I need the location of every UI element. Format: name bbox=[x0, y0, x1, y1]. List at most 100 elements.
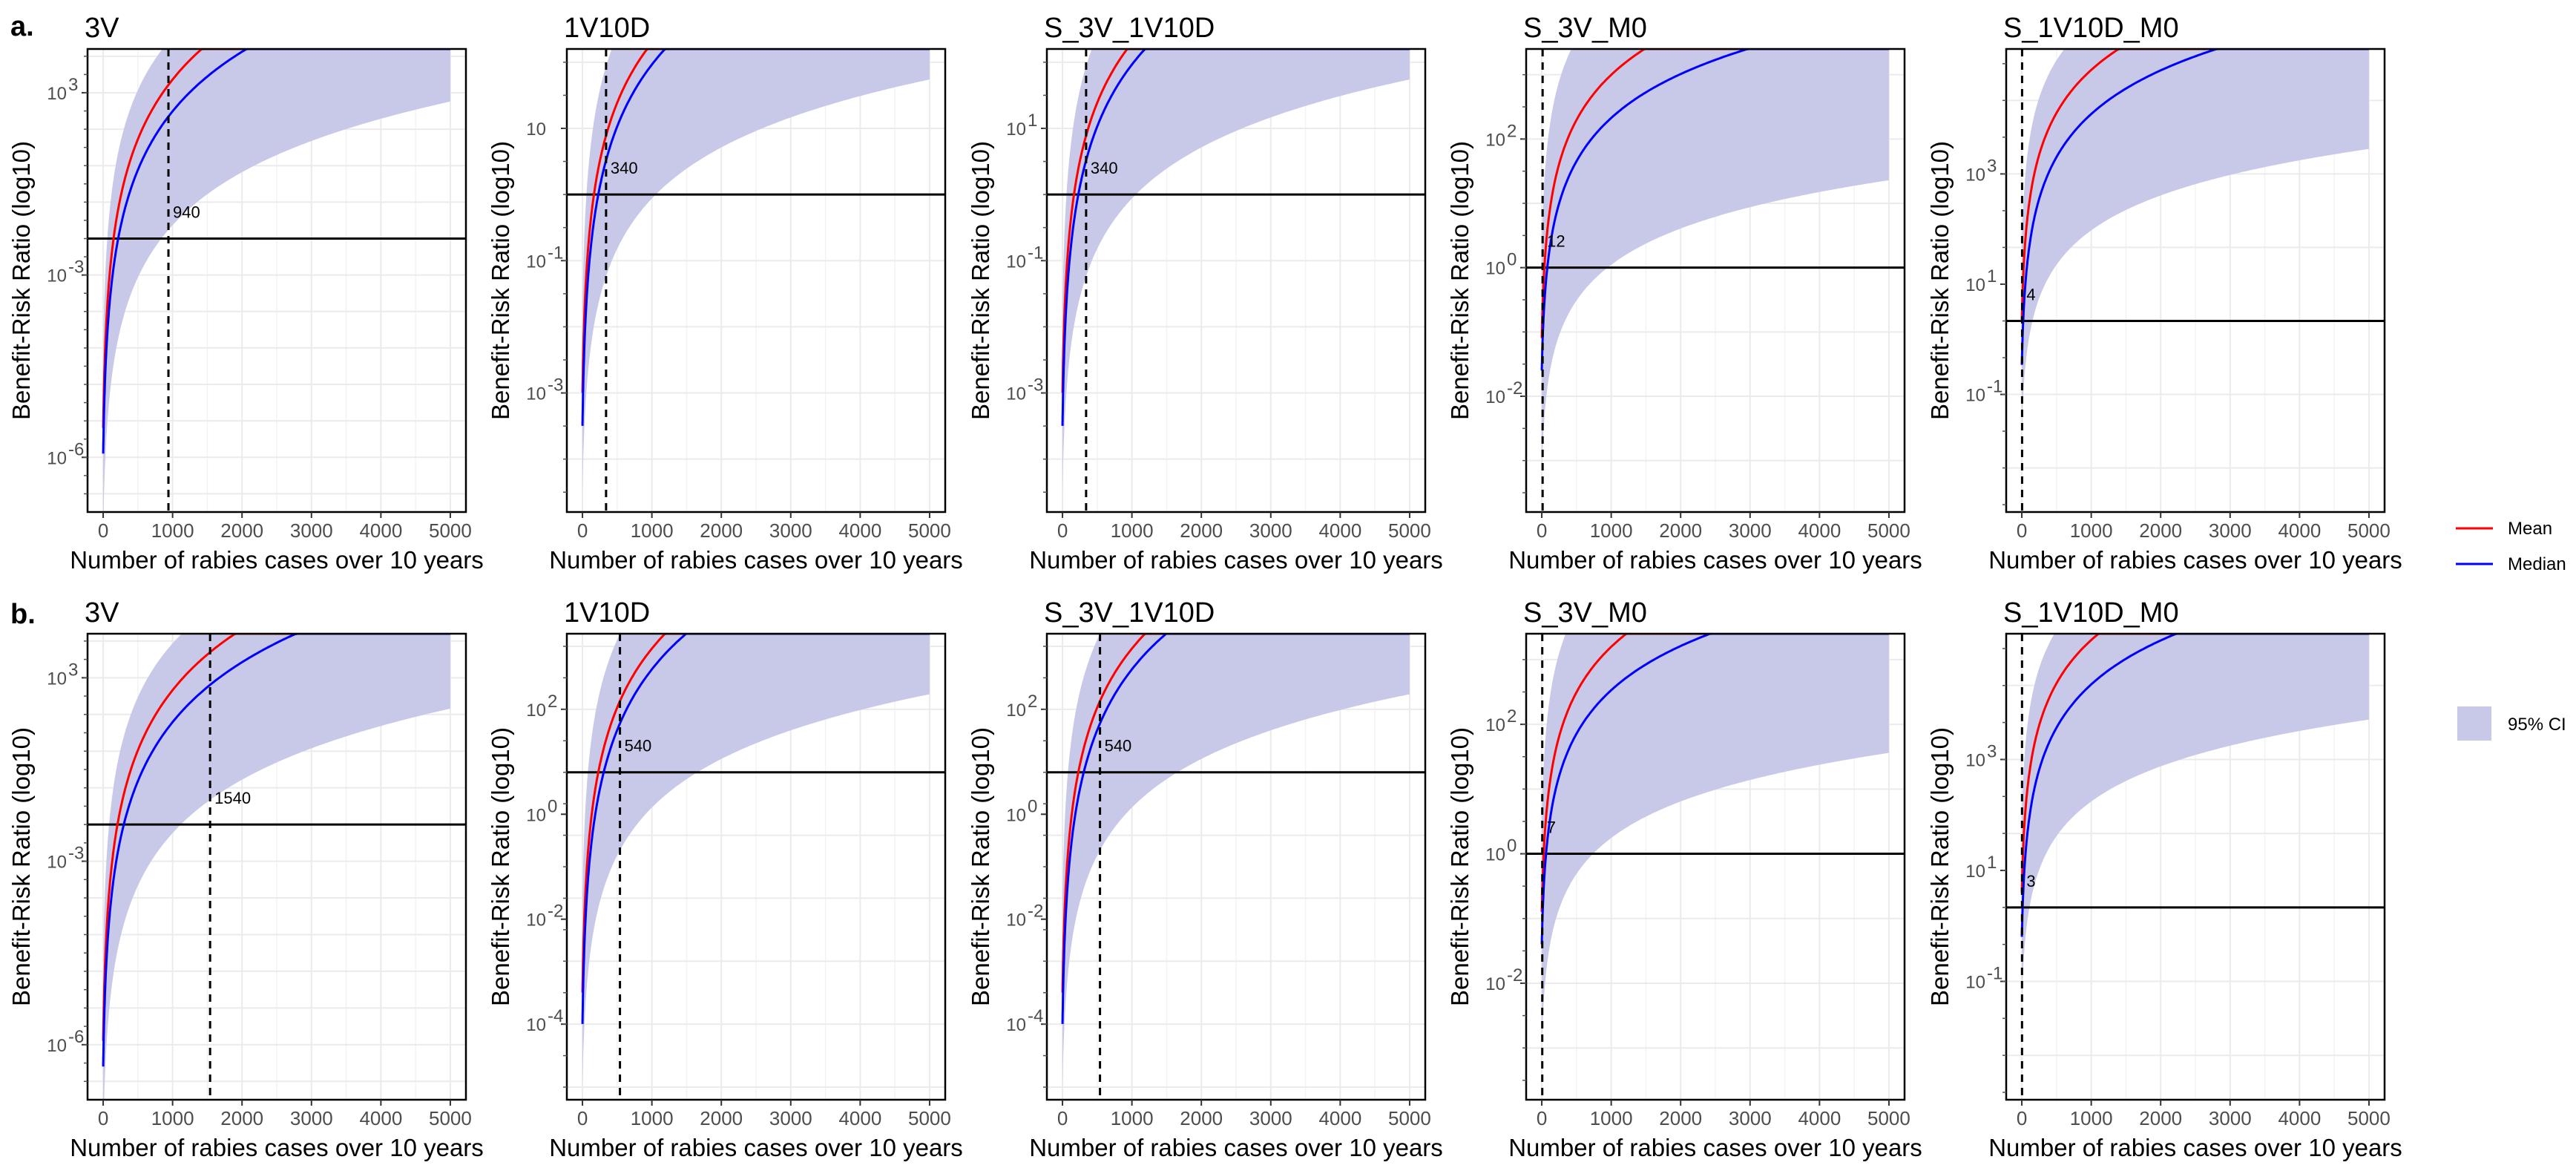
y-axis-title: Benefit-Risk Ratio (log10) bbox=[967, 141, 994, 420]
x-tick-label: 2000 bbox=[220, 1107, 263, 1129]
x-axis-title: Number of rabies cases over 10 years bbox=[1988, 1134, 2402, 1161]
y-tick-exponent: 3 bbox=[68, 75, 78, 95]
y-tick-label: 10 bbox=[47, 1036, 67, 1056]
y-tick-label: 10 bbox=[1006, 805, 1026, 825]
ci-band bbox=[1062, 49, 1410, 493]
y-axis-title: Benefit-Risk Ratio (log10) bbox=[487, 141, 514, 420]
series-median-line bbox=[2020, 49, 2369, 365]
x-tick-label: 5000 bbox=[908, 1107, 951, 1129]
y-tick-exponent: 1 bbox=[1028, 111, 1037, 131]
panel-title: S_3V_M0 bbox=[1523, 597, 1647, 629]
x-tick-label: 5000 bbox=[908, 519, 951, 542]
series-mean-line bbox=[102, 634, 450, 1041]
ci-band bbox=[103, 49, 450, 512]
x-tick-label: 0 bbox=[1537, 1107, 1547, 1129]
x-tick-label: 2000 bbox=[220, 519, 263, 542]
ci-band bbox=[1542, 634, 1889, 1049]
x-axis-title: Number of rabies cases over 10 years bbox=[1508, 1134, 1922, 1161]
x-tick-label: 1000 bbox=[2070, 1107, 2113, 1129]
x-axis-title: Number of rabies cases over 10 years bbox=[1988, 546, 2402, 574]
x-tick-label: 2000 bbox=[700, 519, 743, 542]
x-axis-title: Number of rabies cases over 10 years bbox=[549, 1134, 963, 1161]
series-median-line bbox=[1061, 49, 1410, 426]
x-tick-label: 0 bbox=[98, 519, 108, 542]
threshold-label: 4 bbox=[2026, 285, 2035, 304]
x-tick-label: 2000 bbox=[1180, 1107, 1223, 1129]
series-mean-line bbox=[102, 49, 450, 428]
y-axis-title: Benefit-Risk Ratio (log10) bbox=[967, 727, 994, 1006]
x-tick-label: 4000 bbox=[838, 519, 881, 542]
x-tick-label: 5000 bbox=[429, 519, 472, 542]
y-tick-exponent: -3 bbox=[1028, 375, 1043, 396]
x-tick-label: 3000 bbox=[1729, 519, 1772, 542]
series-median-line bbox=[102, 634, 450, 1067]
legend: Mean Median 95% CI bbox=[2456, 519, 2566, 741]
y-tick-label: 10 bbox=[526, 911, 546, 931]
y-tick-label: 10 bbox=[1006, 119, 1026, 140]
y-tick-exponent: -4 bbox=[1028, 1006, 1043, 1026]
y-axis-title: Benefit-Risk Ratio (log10) bbox=[1446, 727, 1473, 1006]
panel-title: S_3V_1V10D bbox=[1044, 597, 1215, 629]
x-tick-label: 1000 bbox=[1590, 1107, 1633, 1129]
y-tick-label: 10 bbox=[526, 384, 546, 404]
y-tick-label: 10 bbox=[47, 669, 67, 689]
y-tick-exponent: -6 bbox=[68, 1027, 84, 1047]
x-axis-title: Number of rabies cases over 10 years bbox=[549, 546, 963, 574]
series-median-line bbox=[2020, 634, 2369, 937]
y-tick-label: 10 bbox=[1485, 259, 1505, 279]
y-tick-exponent: -1 bbox=[1987, 377, 2002, 397]
plot-border bbox=[2005, 47, 2386, 514]
y-tick-exponent: 2 bbox=[1028, 692, 1037, 712]
panel-title: 1V10D bbox=[564, 597, 650, 629]
y-tick-label: 10 bbox=[1006, 1015, 1026, 1035]
x-axis-title: Number of rabies cases over 10 years bbox=[1029, 546, 1443, 574]
y-tick-exponent: -6 bbox=[68, 439, 84, 459]
y-tick-exponent: 0 bbox=[548, 796, 557, 816]
x-tick-label: 2000 bbox=[2139, 1107, 2182, 1129]
x-tick-label: 1000 bbox=[1111, 519, 1154, 542]
x-tick-label: 2000 bbox=[1180, 519, 1223, 542]
x-tick-label: 0 bbox=[98, 1107, 108, 1129]
ci-band bbox=[582, 49, 930, 493]
threshold-label: 340 bbox=[611, 159, 638, 177]
series-mean-line bbox=[1540, 49, 1889, 338]
row-label-a: a. bbox=[10, 11, 34, 42]
x-tick-label: 2000 bbox=[700, 1107, 743, 1129]
panel-title: S_1V10D_M0 bbox=[2003, 13, 2179, 44]
row-label-b: b. bbox=[10, 599, 36, 630]
series-mean-line bbox=[2020, 49, 2369, 321]
y-tick-exponent: 1 bbox=[1987, 266, 1997, 286]
threshold-label: 3 bbox=[2026, 872, 2035, 890]
threshold-label: 7 bbox=[1547, 818, 1556, 837]
y-tick-exponent: -1 bbox=[1987, 964, 2002, 984]
series-mean-line bbox=[581, 49, 930, 393]
y-tick-label: 10 bbox=[526, 252, 546, 272]
gridlines bbox=[567, 49, 945, 512]
x-tick-label: 5000 bbox=[2347, 519, 2391, 542]
x-tick-label: 0 bbox=[577, 1107, 588, 1129]
x-tick-label: 3000 bbox=[290, 519, 333, 542]
x-tick-label: 4000 bbox=[359, 519, 402, 542]
y-tick-exponent: 3 bbox=[68, 660, 78, 680]
x-tick-label: 5000 bbox=[429, 1107, 472, 1129]
x-tick-label: 1000 bbox=[151, 519, 194, 542]
y-tick-exponent: -3 bbox=[68, 844, 84, 864]
x-tick-label: 5000 bbox=[2347, 1107, 2391, 1129]
x-tick-label: 3000 bbox=[769, 519, 812, 542]
x-tick-label: 4000 bbox=[2278, 1107, 2321, 1129]
y-axis-title: Benefit-Risk Ratio (log10) bbox=[1926, 141, 1954, 420]
y-tick-label: 10 bbox=[1485, 715, 1505, 735]
x-tick-label: 1000 bbox=[1111, 1107, 1154, 1129]
y-axis-title: Benefit-Risk Ratio (log10) bbox=[7, 141, 35, 420]
x-tick-label: 2000 bbox=[2139, 519, 2182, 542]
x-tick-label: 0 bbox=[1057, 1107, 1068, 1129]
y-tick-label: 10 bbox=[1485, 387, 1505, 407]
